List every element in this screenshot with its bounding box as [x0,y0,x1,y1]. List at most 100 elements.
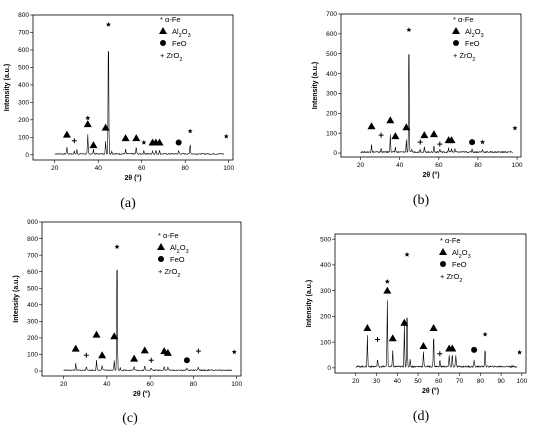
legend-entry-feo: FeO [465,39,480,48]
xrd-panel: 20 40 60 80 100 0 100 200 300 400 500 600 700 800 2θ (… [4,12,234,211]
y-tick-label: 700 [27,252,38,259]
legend-triangle-marker [452,27,460,34]
phase-marker-triangle [132,134,141,142]
xrd-pattern-line [360,54,513,154]
legend-entry-al2o3: Al2O3 [452,248,471,260]
phase-marker-triangle [130,354,139,362]
x-tick-label: 40 [394,378,402,385]
legend-entry-feo: FeO [452,260,467,269]
y-tick-label: 700 [326,11,337,18]
x-tick-label: 20 [51,165,59,172]
plot-frame [41,221,242,377]
legend-triangle-marker [159,27,167,34]
legend-entry-alpha-fe: * α-Fe [160,15,181,24]
panel-label: (a) [120,196,136,211]
x-tick-label: 100 [516,378,527,385]
phase-marker-triangle [429,323,438,331]
x-tick-label: 40 [103,381,111,388]
x-tick-label: 50 [414,378,422,385]
phase-marker-plus [437,141,443,147]
y-tick-label: 200 [27,335,38,342]
phase-marker-star [105,22,111,27]
phase-marker-triangle [420,131,429,139]
phase-marker-triangle [163,348,172,356]
y-tick-label: 800 [27,236,38,243]
phase-marker-triangle [140,346,149,354]
legend-circle-marker [453,40,459,46]
x-tick-label: 70 [456,378,464,385]
phase-marker-plus [417,139,423,145]
phase-marker-circle [471,346,478,353]
phase-marker-star [85,115,91,121]
phase-marker-triangle [98,351,107,359]
phase-marker-triangle [400,318,409,326]
x-tick-label: 30 [373,378,381,385]
phase-marker-plus [195,348,201,354]
y-tick-label: 100 [27,352,38,359]
y-tick-label: 200 [18,117,29,124]
legend-entry-alpha-fe: * α-Fe [440,236,461,245]
x-tick-label: 20 [352,378,360,385]
legend-entry-feo: FeO [172,39,187,48]
y-tick-label: 100 [320,339,331,346]
phase-marker-plus [375,337,381,343]
y-tick-label: 500 [18,65,29,72]
panel-label: (d) [413,409,430,424]
legend-circle-marker [160,40,166,46]
legend-entry-al2o3: Al2O3 [170,243,189,255]
phase-marker-triangle [383,286,392,294]
phase-marker-plus [437,351,443,357]
phase-marker-star [141,139,147,145]
phase-marker-circle [183,357,190,364]
y-tick-label: 600 [27,269,38,276]
y-tick-label: 400 [27,302,38,309]
phase-marker-star [384,279,390,284]
phase-marker-triangle [367,122,376,130]
x-tick-label: 100 [223,165,234,172]
x-tick-label: 60 [435,162,443,169]
y-tick-label: 300 [27,319,38,326]
xrd-pattern-line [54,50,224,155]
phase-marker-triangle [447,136,456,144]
phase-marker-star [482,331,488,337]
plot-frame [340,13,522,158]
legend-circle-marker [158,256,164,262]
x-tick-label: 40 [396,162,404,169]
phase-marker-triangle [92,330,101,338]
plot-frame [334,233,527,374]
phase-marker-triangle [121,134,130,142]
x-axis-label: 2θ (°) [422,387,439,395]
phase-marker-triangle [388,334,397,342]
y-tick-label: 800 [18,12,29,19]
y-tick-label: 400 [326,71,337,78]
x-tick-label: 40 [95,165,103,172]
y-axis-label: Intensity (a.u.) [13,275,20,322]
legend-entry-zro2: + ZrO2 [440,272,462,284]
y-tick-label: 400 [18,82,29,89]
phase-marker-plus [71,138,77,144]
phase-marker-star [406,27,412,32]
x-tick-label: 60 [435,378,443,385]
xrd-pattern-line [63,269,233,372]
y-tick-label: 0 [25,152,29,159]
phase-marker-plus [378,132,384,138]
panel-label: (c) [122,411,138,426]
phase-marker-star [517,349,523,355]
phase-marker-triangle [89,141,98,149]
phase-marker-triangle [386,116,395,124]
phase-marker-triangle [363,323,372,331]
x-axis-label: 2θ (°) [422,171,439,179]
legend-entry-alpha-fe: * α-Fe [158,231,179,240]
y-axis-label: Intensity (a.u.) [4,64,11,111]
y-tick-label: 500 [320,236,331,243]
legend-entry-alpha-fe: * α-Fe [453,15,474,24]
y-tick-label: 300 [320,288,331,295]
x-tick-label: 100 [231,381,242,388]
phase-marker-star [512,125,518,131]
phase-marker-circle [175,139,182,146]
x-tick-label: 90 [497,378,505,385]
y-tick-label: 0 [34,368,38,375]
